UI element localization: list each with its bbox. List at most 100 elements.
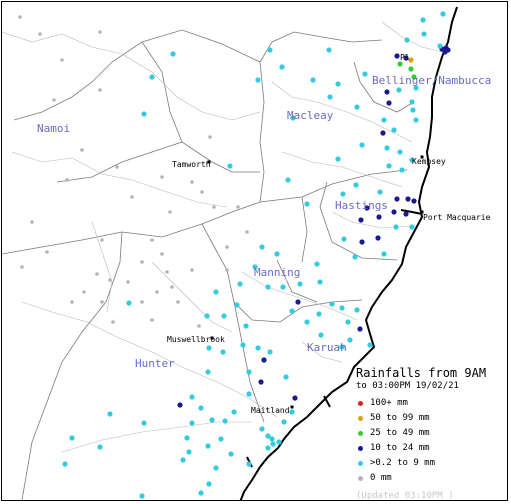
station-marker: [115, 165, 119, 169]
station-marker: [111, 320, 115, 324]
station-marker: [413, 117, 419, 123]
station-marker: [198, 490, 204, 496]
station-marker: [184, 435, 190, 441]
station-marker: [362, 71, 368, 77]
legend-item-10-24: 10 to 24 mm: [356, 441, 506, 456]
station-marker: [335, 81, 341, 87]
station-marker: [255, 77, 261, 83]
basin-label-namoi: Namoi: [37, 122, 71, 135]
station-marker: [329, 301, 335, 307]
station-marker: [295, 299, 301, 305]
station-marker: [404, 37, 410, 43]
station-marker: [408, 57, 414, 63]
station-marker: [190, 268, 194, 272]
station-marker: [222, 418, 228, 424]
station-marker: [198, 405, 204, 411]
station-marker: [358, 217, 364, 223]
station-marker: [375, 235, 381, 241]
station-marker: [393, 224, 399, 230]
station-marker: [177, 402, 183, 408]
town-marker: [420, 210, 424, 214]
station-marker: [170, 51, 176, 57]
station-marker: [289, 308, 295, 314]
station-marker: [384, 89, 390, 95]
station-marker: [304, 201, 310, 207]
station-marker: [70, 300, 74, 304]
basin-label-hunter: Hunter: [135, 357, 175, 370]
station-marker: [140, 300, 144, 304]
station-marker: [354, 104, 360, 110]
station-marker: [220, 349, 226, 355]
station-marker: [98, 30, 102, 34]
station-marker: [160, 252, 164, 256]
station-marker: [209, 417, 215, 423]
station-marker: [225, 245, 229, 249]
station-marker: [353, 182, 359, 188]
station-marker: [237, 281, 243, 287]
basin-label-bellinger-nambucca: Bellinger/Nambucca: [372, 74, 492, 87]
station-marker: [339, 305, 345, 311]
station-marker: [440, 11, 446, 17]
station-marker: [246, 391, 252, 397]
station-marker: [30, 220, 34, 224]
station-marker: [212, 205, 216, 209]
station-marker: [364, 205, 370, 211]
station-marker: [62, 461, 68, 467]
station-marker: [213, 289, 219, 295]
rivers: [2, 21, 443, 453]
station-marker: [139, 493, 145, 499]
station-marker: [442, 49, 448, 55]
station-marker: [255, 345, 261, 351]
station-marker: [290, 115, 296, 121]
station-marker: [335, 156, 341, 162]
station-marker: [318, 332, 324, 338]
station-marker: [409, 99, 415, 105]
station-marker: [377, 189, 383, 195]
station-marker: [52, 98, 56, 102]
station-marker: [176, 300, 180, 304]
station-marker: [326, 47, 332, 53]
station-marker: [259, 426, 265, 432]
station-marker: [405, 196, 411, 202]
station-marker: [221, 313, 227, 319]
station-marker: [150, 318, 154, 322]
station-marker: [283, 374, 289, 380]
station-marker: [240, 342, 246, 348]
station-marker: [265, 433, 271, 439]
station-marker: [381, 251, 387, 257]
station-marker: [155, 290, 159, 294]
station-marker: [384, 145, 390, 151]
station-marker: [281, 419, 287, 425]
station-marker: [304, 319, 310, 325]
legend-item-50-99: 50 to 99 mm: [356, 411, 506, 426]
station-marker: [410, 107, 416, 113]
station-marker: [100, 300, 104, 304]
station-marker: [245, 230, 249, 234]
station-marker: [413, 85, 419, 91]
station-marker: [310, 77, 316, 83]
station-marker: [267, 47, 273, 53]
station-marker: [285, 177, 291, 183]
legend-dot-icon: [358, 416, 363, 421]
station-marker: [149, 74, 155, 80]
station-marker: [130, 195, 134, 199]
station-marker: [409, 224, 415, 230]
station-marker: [65, 178, 69, 182]
station-marker: [190, 180, 194, 184]
station-marker: [160, 175, 164, 179]
basin-label-manning: Manning: [254, 266, 301, 279]
basin-label-karuah: Karuah: [307, 341, 347, 354]
station-marker: [80, 148, 84, 152]
station-marker: [107, 411, 113, 417]
station-marker: [352, 254, 358, 260]
station-marker: [168, 210, 172, 214]
station-marker: [150, 238, 154, 242]
station-marker: [396, 87, 402, 93]
station-marker: [126, 280, 130, 284]
station-marker: [236, 205, 240, 209]
legend-item-0: 0 mm: [356, 471, 506, 486]
station-marker: [197, 324, 201, 328]
station-marker: [126, 300, 132, 306]
legend-subtitle: to 03:00PM 19/02/21: [356, 381, 459, 391]
